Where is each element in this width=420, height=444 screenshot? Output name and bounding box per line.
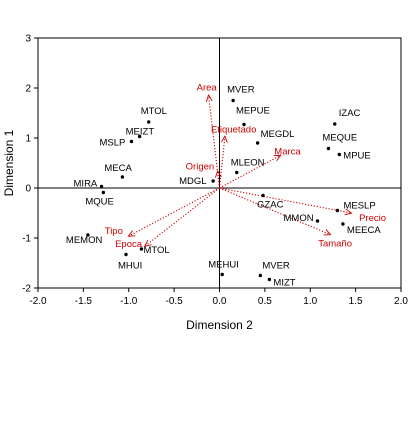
point-label: MMON	[284, 213, 314, 224]
vector-label: Etiquetado	[211, 125, 256, 136]
vector-label: Precio	[359, 213, 386, 224]
vector-label: Area	[197, 83, 218, 94]
vector-label: Tipo	[105, 226, 123, 237]
y-axis-title: Dimension 1	[2, 129, 16, 196]
point-marker	[211, 179, 215, 183]
point-label: MHUI	[118, 261, 142, 272]
vector-label: Tamaño	[318, 239, 352, 250]
vector-arrow	[219, 156, 281, 189]
point-marker	[326, 146, 331, 151]
points-layer	[86, 98, 345, 282]
point-marker	[258, 273, 263, 278]
point-marker	[231, 98, 235, 103]
point-label: MQUE	[85, 197, 114, 208]
point-marker	[220, 272, 224, 277]
point-marker	[261, 193, 265, 198]
vector-arrow	[209, 96, 221, 189]
point-marker	[315, 219, 320, 223]
x-tick-label: -1.0	[120, 296, 138, 307]
point-label: MTOL	[143, 245, 169, 256]
point-label: MEMON	[66, 235, 103, 246]
point-marker	[99, 184, 104, 189]
point-marker	[235, 170, 239, 175]
x-axis-title: Dimension 2	[186, 318, 253, 332]
point-marker	[120, 175, 125, 179]
x-tick-label: -0.5	[166, 296, 184, 307]
point-marker	[137, 134, 142, 139]
y-tick-label: 3	[25, 34, 31, 45]
point-marker	[337, 152, 341, 157]
vector-arrow	[219, 187, 352, 213]
point-label: MEQUE	[322, 133, 357, 144]
point-label: MDGL	[179, 176, 206, 187]
vector-arrow	[145, 187, 220, 246]
point-label: MTOL	[141, 106, 167, 117]
point-label: MEPUE	[236, 106, 270, 117]
vectors-layer	[129, 96, 351, 247]
point-label: MIZT	[273, 278, 295, 289]
vector-arrow	[218, 137, 225, 189]
y-tick-label: -2	[22, 284, 31, 295]
point-marker	[124, 252, 128, 257]
point-label: MECA	[104, 163, 132, 174]
point-marker	[333, 122, 337, 126]
y-tick-label: -1	[22, 234, 31, 245]
point-marker	[255, 141, 260, 145]
point-label: MEGDL	[261, 129, 295, 140]
x-tick-label: 1.0	[303, 296, 317, 307]
vector-arrow	[129, 187, 220, 236]
point-label: MEHUI	[208, 260, 239, 271]
x-tick-label: 0.5	[258, 296, 272, 307]
y-tick-label: 1	[25, 134, 31, 145]
point-label: MSLP	[99, 138, 125, 149]
point-marker	[341, 222, 345, 226]
point-label: IZAC	[339, 108, 361, 119]
point-label: MEECA	[347, 225, 381, 236]
point-label: MVER	[227, 85, 255, 96]
x-tick-label: 1.5	[349, 296, 363, 307]
point-marker	[139, 247, 144, 251]
point-label: MESLP	[343, 201, 375, 212]
point-marker	[101, 190, 106, 195]
point-label: GZAC	[257, 200, 284, 211]
point-label: MVER	[262, 261, 290, 272]
point-marker	[335, 208, 340, 213]
y-tick-label: 2	[25, 84, 31, 95]
x-tick-label: -2.0	[29, 296, 47, 307]
point-marker	[129, 139, 134, 144]
y-tick-label: 0	[25, 184, 31, 195]
point-marker	[242, 122, 246, 127]
vector-arrow	[219, 187, 331, 235]
point-marker	[147, 120, 151, 124]
point-label: MIRA	[74, 179, 98, 190]
vector-label: Epoca	[115, 239, 143, 250]
point-label: MEIZT	[126, 127, 155, 138]
axes-layer: -2.0 -1.5 -1.0 -0.5 0.0 0.5 1.0 1.5 2.0 -2 -1 0 1 2 3 D…	[2, 34, 408, 333]
point-label: MLEON	[231, 158, 265, 169]
x-tick-label: -1.5	[75, 296, 93, 307]
point-marker	[267, 277, 272, 282]
vector-label: Marca	[274, 147, 301, 158]
x-tick-label: 2.0	[394, 296, 408, 307]
x-tick-label: 0.0	[213, 296, 227, 307]
point-marker	[86, 233, 90, 237]
vector-label: Origen	[186, 162, 215, 173]
point-label: MPUE	[343, 151, 370, 162]
